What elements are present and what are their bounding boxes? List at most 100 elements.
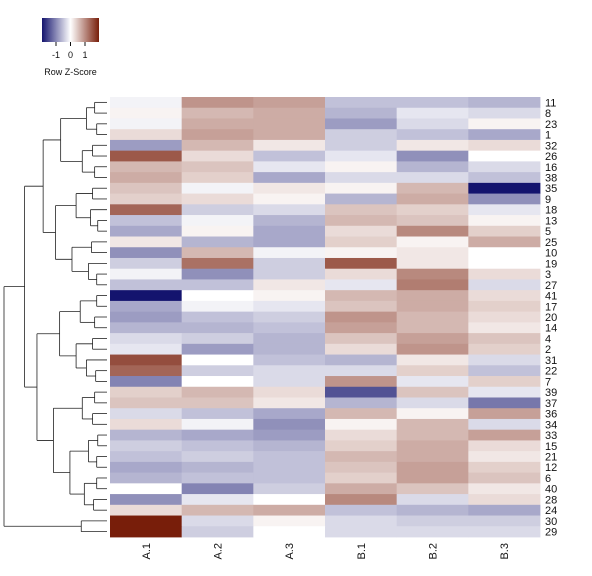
color-key-bar <box>42 18 99 42</box>
heatmap-cell <box>396 268 469 280</box>
row-label: 35 <box>545 183 557 195</box>
heatmap-cell <box>110 365 183 377</box>
heatmap-cell <box>325 397 398 409</box>
heatmap-cell <box>253 515 326 527</box>
column-label: A.3 <box>284 543 296 560</box>
heatmap-cell <box>253 129 326 141</box>
heatmap-cell <box>396 161 469 173</box>
heatmap-cell <box>181 472 254 484</box>
row-label: 7 <box>545 376 551 388</box>
row-label: 16 <box>545 162 557 174</box>
heatmap-cell <box>325 376 398 388</box>
heatmap-cell <box>181 515 254 527</box>
heatmap-cell <box>396 172 469 184</box>
column-label: B.1 <box>356 543 368 560</box>
heatmap-cell <box>110 118 183 130</box>
heatmap-cell <box>468 515 541 527</box>
heatmap-cell <box>181 107 254 119</box>
heatmap-cell <box>325 418 398 431</box>
heatmap-cell <box>468 161 541 173</box>
heatmap-cell <box>325 118 398 130</box>
heatmap-cell <box>181 504 254 516</box>
heatmap-cell <box>468 129 541 141</box>
heatmap-cell <box>325 354 398 366</box>
heatmap-cell <box>468 429 541 441</box>
heatmap-cell <box>181 386 254 398</box>
row-label: 19 <box>545 258 557 270</box>
heatmap-cell <box>325 107 398 119</box>
heatmap-cell <box>110 107 183 119</box>
heatmap-cell <box>325 279 398 291</box>
heatmap-cell <box>396 129 469 141</box>
color-key-tick: 0 <box>68 50 73 60</box>
heatmap-cell <box>468 107 541 119</box>
heatmap-cell <box>396 333 469 345</box>
heatmap-cell <box>110 300 183 313</box>
heatmap-cell <box>325 204 398 216</box>
heatmap-cell <box>110 418 183 431</box>
heatmap-cell <box>181 494 254 506</box>
heatmap-cell <box>396 515 469 527</box>
heatmap-cell <box>468 257 541 270</box>
column-label: B.2 <box>428 543 440 560</box>
heatmap-cell <box>468 182 541 194</box>
heatmap-cell <box>253 483 326 495</box>
heatmap-cell <box>325 311 398 323</box>
heatmap-cell <box>253 182 326 194</box>
heatmap-cell <box>468 408 541 420</box>
heatmap-cell <box>181 451 254 463</box>
heatmap-cell <box>253 386 326 398</box>
row-label: 40 <box>545 484 557 496</box>
heatmap-cell <box>325 300 398 313</box>
heatmap-cell <box>396 354 469 366</box>
heatmap-cell <box>253 150 326 162</box>
heatmap-cells <box>110 97 541 538</box>
heatmap-cell <box>181 300 254 313</box>
heatmap-cell <box>253 161 326 173</box>
heatmap-cell <box>396 279 469 291</box>
heatmap-cell <box>181 97 254 109</box>
heatmap-cell <box>253 429 326 441</box>
heatmap-cell <box>181 236 254 248</box>
heatmap-cell <box>468 472 541 484</box>
heatmap-cell <box>181 397 254 409</box>
heatmap-cell <box>253 193 326 205</box>
heatmap-cell <box>325 322 398 334</box>
heatmap-cell <box>325 225 398 237</box>
heatmap-cell <box>253 333 326 345</box>
heatmap-cell <box>253 279 326 291</box>
heatmap-cell <box>181 279 254 291</box>
heatmap-cell <box>253 322 326 334</box>
heatmap-cell <box>325 236 398 248</box>
heatmap-cell <box>110 236 183 248</box>
heatmap-cell <box>181 268 254 280</box>
heatmap-cell <box>110 472 183 484</box>
heatmap-cell <box>181 483 254 495</box>
heatmap-cell <box>396 418 469 431</box>
heatmap-cell <box>110 182 183 194</box>
heatmap-cell <box>325 139 398 152</box>
heatmap-cell <box>181 526 254 538</box>
heatmap-cell <box>253 526 326 538</box>
heatmap-cell <box>181 139 254 152</box>
row-label: 2 <box>545 344 551 356</box>
heatmap-cell <box>253 440 326 452</box>
row-label: 34 <box>545 419 557 431</box>
column-labels: A.1 A.2 A.3 B.1 B.2 B.3 <box>141 543 511 560</box>
heatmap-cell <box>325 97 398 109</box>
heatmap-cell <box>253 225 326 237</box>
heatmap-cell <box>253 451 326 463</box>
heatmap-cell <box>468 236 541 248</box>
row-label: 15 <box>545 441 557 453</box>
heatmap-cell <box>468 322 541 334</box>
heatmap-cell <box>110 333 183 345</box>
heatmap-cell <box>468 333 541 345</box>
heatmap-cell <box>325 526 398 538</box>
heatmap-cell <box>325 257 398 270</box>
heatmap-cell <box>396 182 469 194</box>
heatmap-cell <box>396 429 469 441</box>
heatmap-cell <box>110 408 183 420</box>
heatmap-cell <box>253 139 326 152</box>
row-label: 30 <box>545 516 557 528</box>
heatmap-cell <box>181 204 254 216</box>
